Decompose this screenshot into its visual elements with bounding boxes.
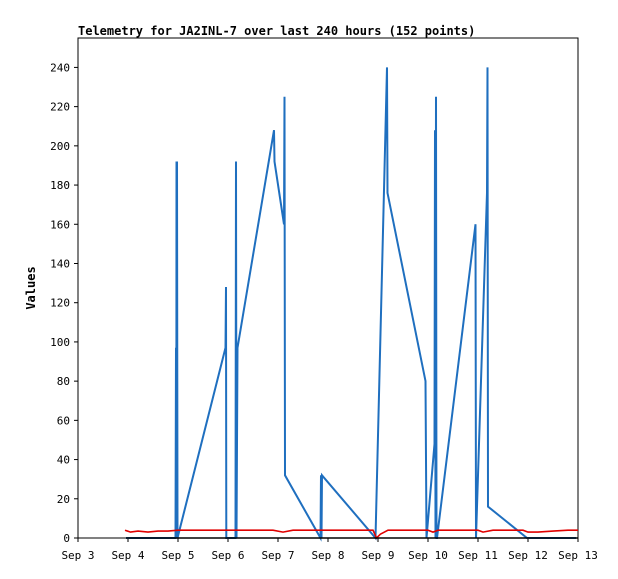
series-layer [124, 67, 578, 542]
x-tick-label: Sep 13 [558, 549, 598, 562]
x-tick-label: Sep 5 [161, 549, 194, 562]
y-tick-label: 80 [57, 375, 70, 388]
x-tick-label: Sep 12 [508, 549, 548, 562]
y-tick-label: 160 [50, 218, 70, 231]
x-tick-label: Sep 11 [458, 549, 498, 562]
x-tick-label: Sep 9 [361, 549, 394, 562]
y-tick-label: 220 [50, 101, 70, 114]
x-tick-label: Sep 8 [311, 549, 344, 562]
x-tick-label: Sep 7 [261, 549, 294, 562]
y-tick-label: 240 [50, 61, 70, 74]
x-tick-label: Sep 6 [211, 549, 244, 562]
y-tick-label: 200 [50, 140, 70, 153]
y-tick-label: 100 [50, 336, 70, 349]
plot-frame [77, 37, 579, 539]
y-tick-label: 20 [57, 493, 70, 506]
y-axis: 0 20 40 60 80 100 120 140 160 180 200 220 240 [50, 61, 78, 545]
y-tick-label: 140 [50, 257, 70, 270]
x-axis: Sep 3 Sep 4 Sep 5 Sep 6 Sep 7 Sep 8 Sep 9 Sep 1… [61, 538, 598, 562]
y-tick-label: 40 [57, 454, 70, 467]
y-tick-label: 180 [50, 179, 70, 192]
chart-title: Telemetry for JA2INL-7 over last 240 hou… [78, 24, 475, 38]
y-tick-label: 120 [50, 297, 70, 310]
x-tick-label: Sep 3 [61, 549, 94, 562]
y-axis-label: Values [24, 266, 38, 309]
x-tick-label: Sep 10 [408, 549, 448, 562]
y-tick-label: 60 [57, 414, 70, 427]
x-tick-label: Sep 4 [111, 549, 144, 562]
y-tick-label: 0 [63, 532, 70, 545]
